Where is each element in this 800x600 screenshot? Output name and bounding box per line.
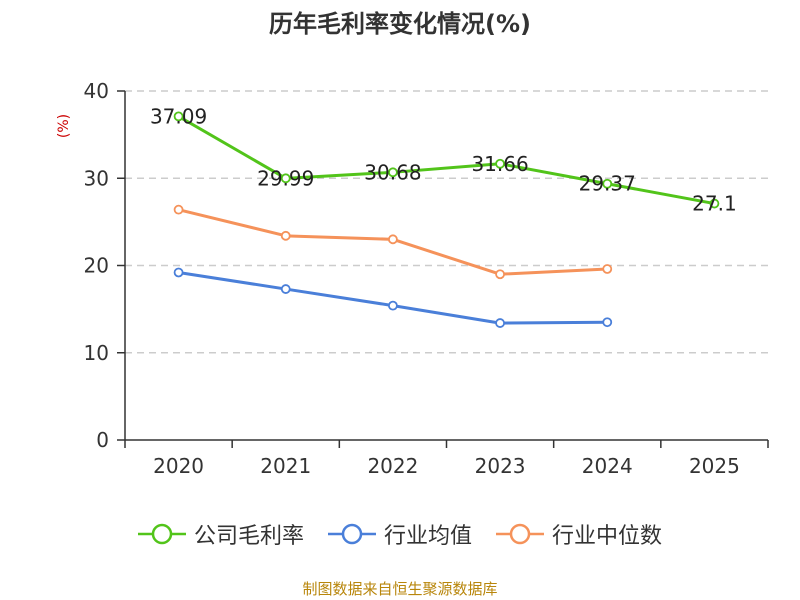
chart-title: 历年毛利率变化情况(%) bbox=[269, 10, 531, 38]
legend-line-marker-icon bbox=[327, 523, 376, 545]
legend-label: 行业均值 bbox=[383, 524, 472, 549]
data-label: 31.66 bbox=[471, 152, 528, 176]
legend-label: 公司毛利率 bbox=[193, 524, 304, 549]
legend: 公司毛利率 行业均值 行业中位数 bbox=[0, 518, 800, 550]
legend-label: 行业中位数 bbox=[552, 524, 663, 549]
legend-marker bbox=[151, 523, 173, 545]
x-tick-label: 2023 bbox=[475, 454, 526, 478]
data-point bbox=[388, 300, 398, 311]
data-point bbox=[173, 111, 184, 122]
legend-item[interactable]: 行业均值 bbox=[327, 518, 472, 550]
y-tick-label: 20 bbox=[84, 254, 109, 278]
x-tick-label: 2022 bbox=[367, 454, 418, 478]
legend-marker bbox=[509, 523, 531, 545]
y-tick-label: 0 bbox=[96, 428, 109, 452]
axes: 0 10 20 30 40 2020 2021 2022 2023 2024 2025 bbox=[84, 79, 769, 478]
series-lines bbox=[173, 111, 720, 328]
series-line-0 bbox=[177, 115, 715, 206]
data-point bbox=[495, 158, 505, 169]
data-label: 29.37 bbox=[579, 172, 636, 196]
data-label: 30.68 bbox=[364, 160, 421, 184]
data-label: 29.99 bbox=[257, 166, 314, 190]
y-tick-label: 40 bbox=[84, 79, 109, 103]
data-label: 37.09 bbox=[150, 104, 207, 128]
data-point bbox=[602, 317, 613, 328]
legend-marker bbox=[341, 523, 363, 545]
y-axis-unit-label: (%) bbox=[56, 114, 72, 138]
y-tick-label: 30 bbox=[84, 166, 109, 190]
data-point bbox=[173, 204, 184, 215]
legend-item[interactable]: 行业中位数 bbox=[496, 518, 662, 550]
legend-line-marker-icon bbox=[137, 523, 186, 545]
data-point bbox=[602, 178, 613, 189]
data-point bbox=[602, 264, 613, 274]
data-point bbox=[388, 234, 398, 245]
x-tick-label: 2021 bbox=[260, 454, 311, 478]
data-point bbox=[388, 167, 398, 178]
data-point bbox=[280, 230, 291, 241]
data-point bbox=[495, 269, 505, 280]
source-note: 制图数据来自恒生聚源数据库 bbox=[302, 580, 498, 598]
y-tick-label: 10 bbox=[84, 341, 109, 365]
data-point bbox=[280, 173, 291, 184]
series-line-1 bbox=[178, 270, 608, 325]
data-label: 27.1 bbox=[692, 192, 737, 216]
data-point bbox=[173, 267, 184, 278]
x-tick-label: 2025 bbox=[689, 454, 740, 478]
data-point bbox=[280, 284, 291, 294]
x-tick-label: 2020 bbox=[153, 454, 204, 478]
x-tick-label: 2024 bbox=[582, 454, 633, 478]
legend-line-marker-icon bbox=[496, 523, 544, 545]
data-point bbox=[709, 198, 720, 209]
data-point bbox=[495, 318, 505, 328]
legend-item[interactable]: 公司毛利率 bbox=[137, 518, 304, 550]
data-labels: 37.09 29.99 30.68 31.66 29.37 27.1 bbox=[150, 104, 737, 215]
